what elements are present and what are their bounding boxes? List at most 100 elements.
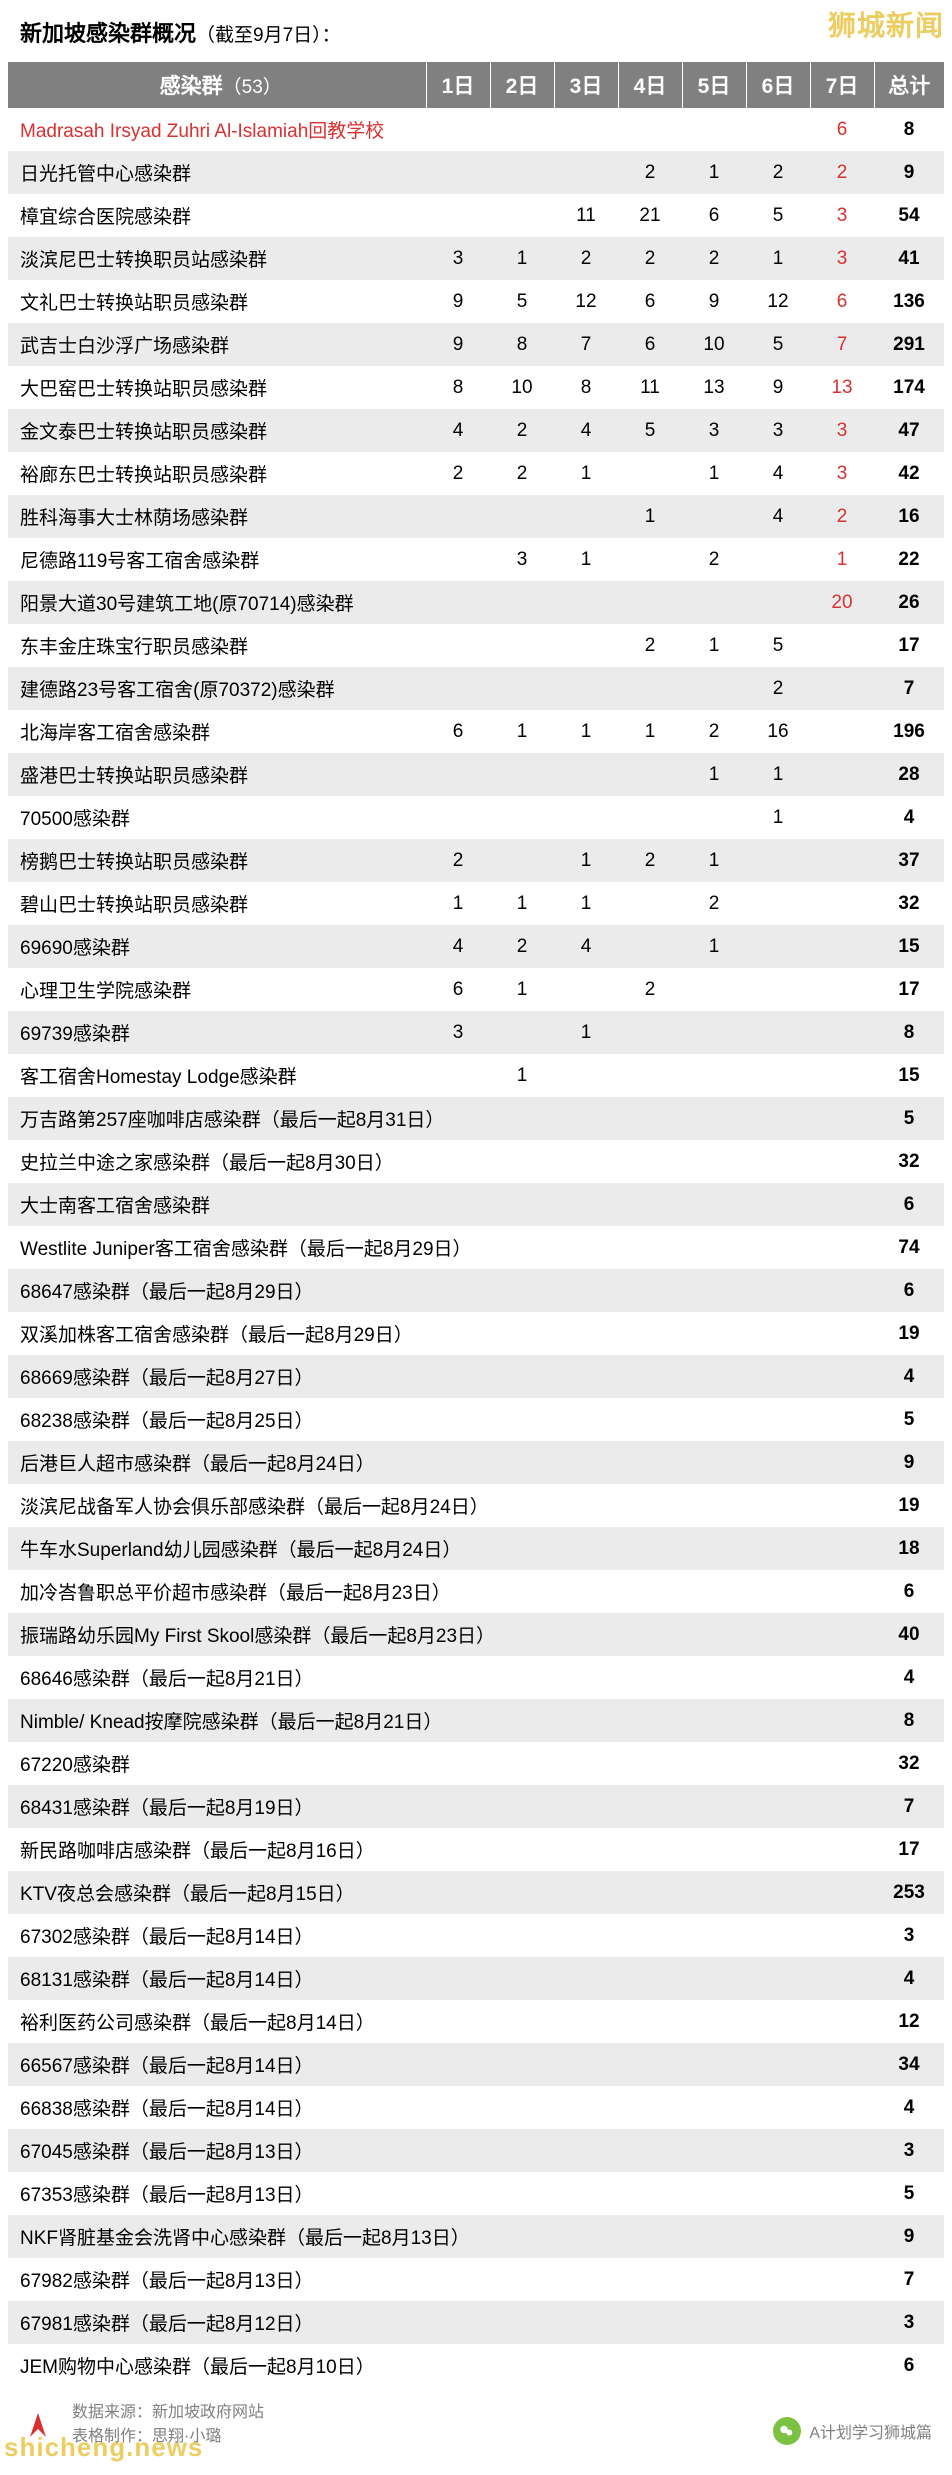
total-cell: 40 <box>874 1613 944 1656</box>
day-cell: 3 <box>810 452 874 495</box>
day-cell: 1 <box>426 882 490 925</box>
total-cell: 22 <box>874 538 944 581</box>
day-cell: 5 <box>746 624 810 667</box>
table-row: 阳景大道30号建筑工地(原70714)感染群2026 <box>8 581 944 624</box>
day-cell <box>554 624 618 667</box>
table-row: 68647感染群（最后一起8月29日）6 <box>8 1269 944 1312</box>
day-cell: 4 <box>426 925 490 968</box>
table-row: 66838感染群（最后一起8月14日）4 <box>8 2086 944 2129</box>
table-row: 淡滨尼巴士转换职员站感染群312221341 <box>8 237 944 280</box>
table-row: 大巴窑巴士转换站职员感染群81081113913174 <box>8 366 944 409</box>
day-cell <box>554 968 618 1011</box>
day-cell: 12 <box>554 280 618 323</box>
day-cell: 20 <box>810 581 874 624</box>
title-main: 新加坡感染群概况 <box>20 21 196 46</box>
total-cell: 17 <box>874 624 944 667</box>
day-cell: 5 <box>618 409 682 452</box>
table-body: Madrasah Irsyad Zuhri Al-Islamiah回教学校 6 8 日… <box>8 108 944 2387</box>
cluster-name: 牛车水Superland幼儿园感染群（最后一起8月24日） <box>8 1527 874 1570</box>
cluster-name: 振瑞路幼乐园My First Skool感染群（最后一起8月23日） <box>8 1613 874 1656</box>
table-row: 68431感染群（最后一起8月19日）7 <box>8 1785 944 1828</box>
day-cell: 1 <box>554 839 618 882</box>
day-cell: 1 <box>810 538 874 581</box>
day-cell <box>810 1011 874 1054</box>
cluster-name: 69739感染群 <box>8 1011 426 1054</box>
table-row: JEM购物中心感染群（最后一起8月10日）6 <box>8 2344 944 2387</box>
day-cell <box>426 753 490 796</box>
table-row: 68131感染群（最后一起8月14日）4 <box>8 1957 944 2000</box>
day-cell: 1 <box>682 839 746 882</box>
table-row: 日光托管中心感染群21229 <box>8 151 944 194</box>
day-cell: 1 <box>554 538 618 581</box>
day-cell: 1 <box>682 925 746 968</box>
day-cell <box>746 1011 810 1054</box>
day-cell <box>426 151 490 194</box>
header-day4: 4日 <box>618 62 682 108</box>
day-cell <box>426 108 490 151</box>
cluster-name: 大巴窑巴士转换站职员感染群 <box>8 366 426 409</box>
day-cell <box>618 882 682 925</box>
total-cell: 17 <box>874 1828 944 1871</box>
header-cluster: 感染群（53） <box>8 62 426 108</box>
day-cell <box>426 495 490 538</box>
day-cell <box>426 581 490 624</box>
day-cell: 1 <box>746 753 810 796</box>
total-cell: 17 <box>874 968 944 1011</box>
day-cell <box>618 581 682 624</box>
cluster-name: 胜科海事大士林荫场感染群 <box>8 495 426 538</box>
total-cell: 6 <box>874 1269 944 1312</box>
table-row: 盛港巴士转换站职员感染群1128 <box>8 753 944 796</box>
day-cell <box>682 495 746 538</box>
day-cell: 4 <box>426 409 490 452</box>
day-cell: 3 <box>810 409 874 452</box>
total-cell: 3 <box>874 2301 944 2344</box>
table-row: 66567感染群（最后一起8月14日）34 <box>8 2043 944 2086</box>
day-cell <box>554 108 618 151</box>
day-cell <box>618 1054 682 1097</box>
day-cell: 5 <box>746 194 810 237</box>
total-cell: 4 <box>874 1656 944 1699</box>
total-cell: 5 <box>874 1097 944 1140</box>
cluster-name: 心理卫生学院感染群 <box>8 968 426 1011</box>
footer-right: A计划学习狮城篇 <box>773 2417 932 2445</box>
header-day1: 1日 <box>426 62 490 108</box>
day-cell: 2 <box>810 495 874 538</box>
total-cell: 54 <box>874 194 944 237</box>
title-note: （截至9月7日）： <box>196 25 341 46</box>
total-cell: 6 <box>874 1570 944 1613</box>
total-cell: 34 <box>874 2043 944 2086</box>
day-cell: 13 <box>810 366 874 409</box>
cluster-name: 68669感染群（最后一起8月27日） <box>8 1355 874 1398</box>
header-day6: 6日 <box>746 62 810 108</box>
header-day3: 3日 <box>554 62 618 108</box>
day-cell: 8 <box>490 323 554 366</box>
cluster-name: 淡滨尼巴士转换职员站感染群 <box>8 237 426 280</box>
total-cell: 7 <box>874 1785 944 1828</box>
cluster-name: KTV夜总会感染群（最后一起8月15日） <box>8 1871 874 1914</box>
total-cell: 28 <box>874 753 944 796</box>
day-cell <box>490 753 554 796</box>
day-cell: 2 <box>618 151 682 194</box>
cluster-name: 68647感染群（最后一起8月29日） <box>8 1269 874 1312</box>
day-cell <box>554 796 618 839</box>
table-row: 68238感染群（最后一起8月25日）5 <box>8 1398 944 1441</box>
day-cell: 4 <box>746 495 810 538</box>
table-row: 心理卫生学院感染群61217 <box>8 968 944 1011</box>
day-cell <box>746 968 810 1011</box>
cluster-name: NKF肾脏基金会洗肾中心感染群（最后一起8月13日） <box>8 2215 874 2258</box>
table-row: 70500感染群14 <box>8 796 944 839</box>
cluster-name: 68131感染群（最后一起8月14日） <box>8 1957 874 2000</box>
day-cell: 1 <box>490 1054 554 1097</box>
cluster-name: Madrasah Irsyad Zuhri Al-Islamiah回教学校 <box>8 108 426 151</box>
table-row: 双溪加株客工宿舍感染群（最后一起8月29日）19 <box>8 1312 944 1355</box>
day-cell: 2 <box>618 237 682 280</box>
table-row: 北海岸客工宿舍感染群6111216196 <box>8 710 944 753</box>
day-cell <box>682 667 746 710</box>
day-cell: 9 <box>426 323 490 366</box>
page-title: 新加坡感染群概况（截至9月7日）： <box>8 8 944 62</box>
table-row: 69739感染群318 <box>8 1011 944 1054</box>
day-cell <box>746 1054 810 1097</box>
day-cell <box>746 839 810 882</box>
main-container: 新加坡感染群概况（截至9月7日）： 感染群（53） 1日 2日 3日 4日 5日… <box>0 0 952 2465</box>
day-cell: 1 <box>682 624 746 667</box>
